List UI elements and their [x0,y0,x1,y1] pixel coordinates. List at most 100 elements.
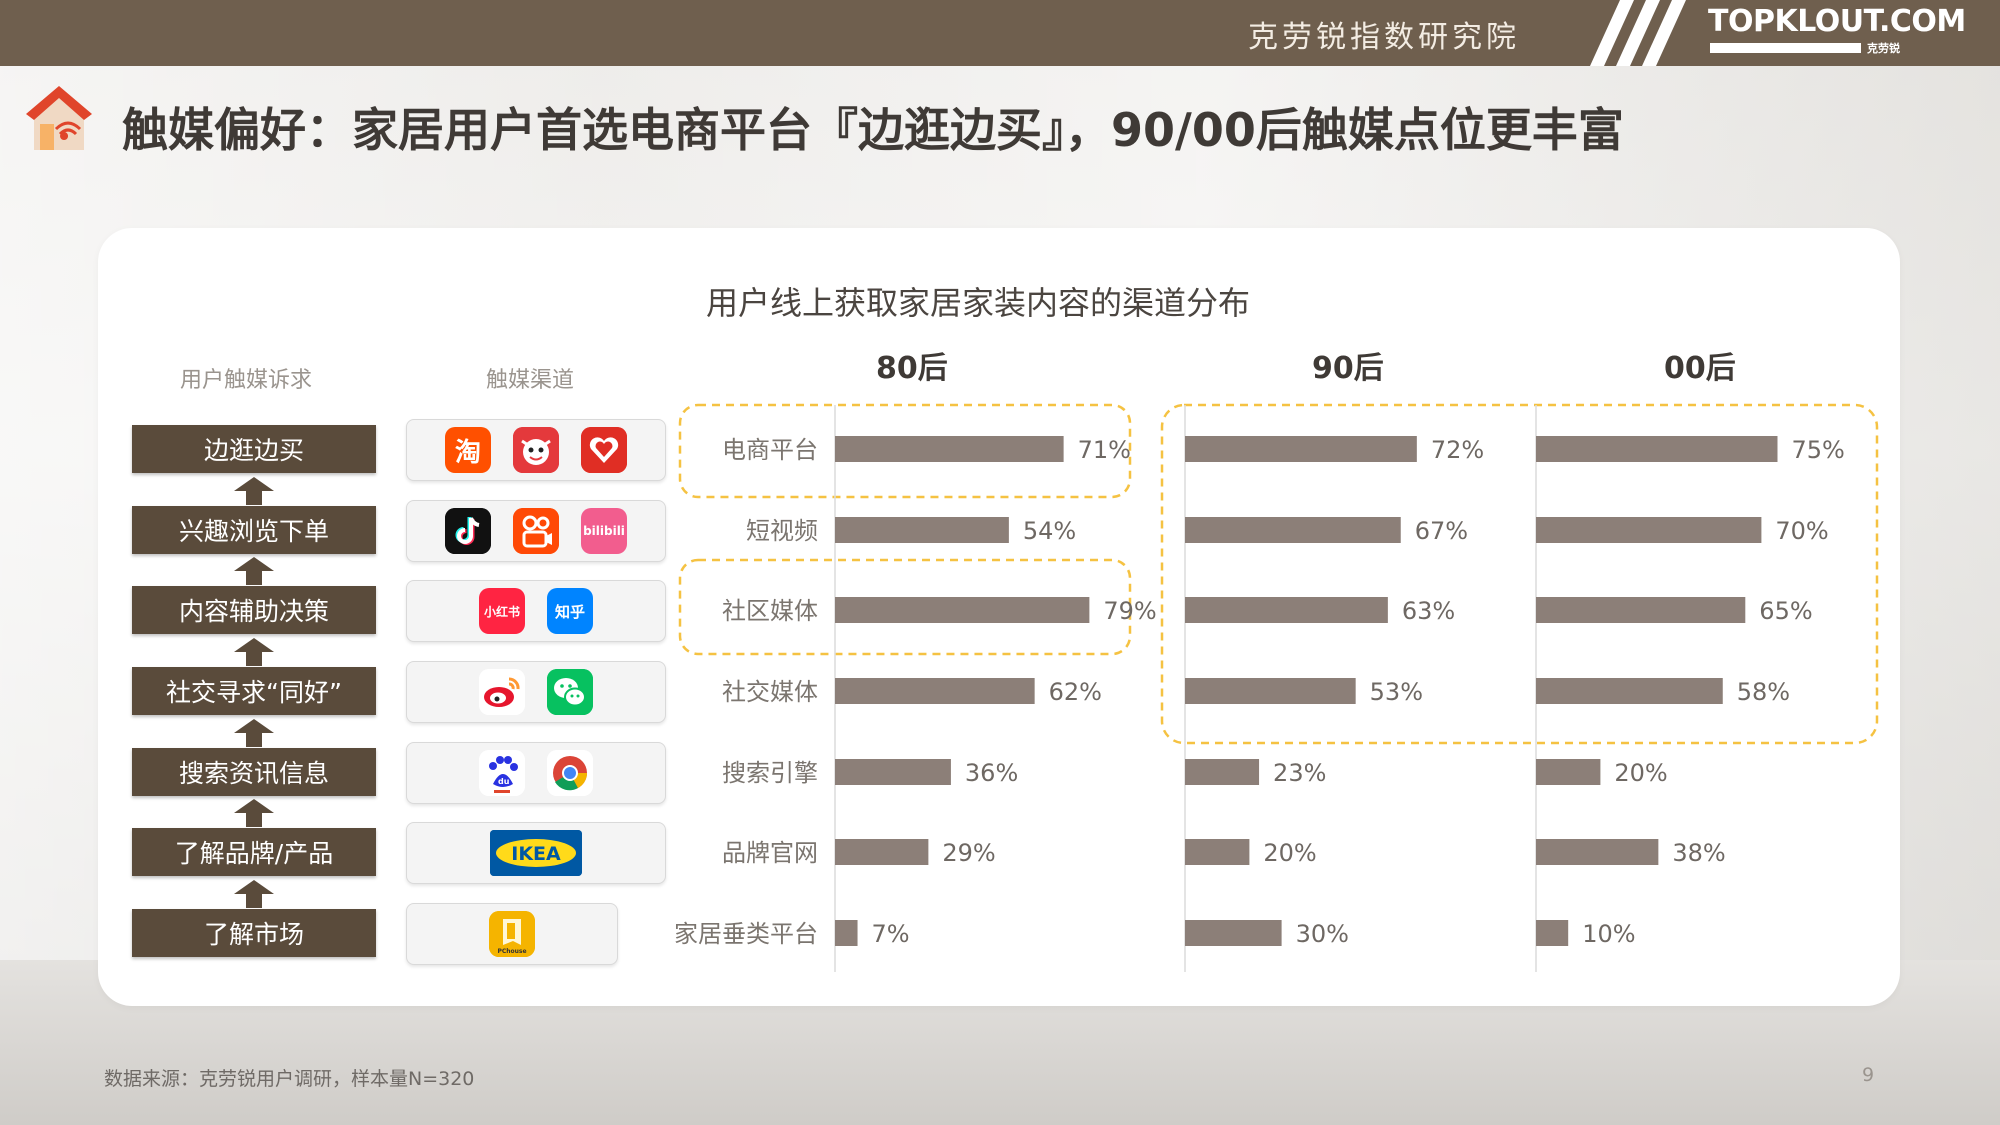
logo-sub-bar [1710,43,1861,53]
svg-text:PChouse: PChouse [497,948,526,955]
bar [1185,517,1401,543]
data-label: 36% [965,759,1018,787]
bar [1536,759,1601,785]
need-box: 边逛边买 [132,425,376,473]
ikea-icon: IKEA [490,830,582,876]
data-label: 10% [1582,920,1635,948]
data-label: 70% [1775,517,1828,545]
bar [1536,436,1778,462]
bar [835,759,951,785]
up-arrow-icon [234,557,274,585]
data-label: 23% [1273,759,1326,787]
page-title: 触媒偏好：家居用户首选电商平台『边逛边买』，90/00后触媒点位更丰富 [122,103,1624,157]
data-label: 7% [872,920,910,948]
douyin-icon [445,508,491,554]
data-label: 67% [1415,517,1468,545]
highlight-box-80-community [678,558,1132,656]
pinduoduo-icon [581,427,627,473]
brand-name: 克劳锐指数研究院 [1248,20,1520,55]
data-label: 30% [1296,920,1349,948]
series-head-00: 00后 [1664,351,1736,386]
wechat-icon [547,669,593,715]
bar [835,597,1090,623]
data-label: 58% [1737,678,1790,706]
need-box: 了解品牌/产品 [132,828,376,876]
bar [835,517,1009,543]
bar [1536,920,1569,946]
bar [1185,839,1250,865]
baidu-icon: du [479,750,525,796]
svg-text:IKEA: IKEA [511,843,561,865]
header-bar: 克劳锐指数研究院 TOPKLOUT.COM 克劳锐 [0,0,2000,66]
up-arrow-icon [234,799,274,827]
kuaishou-icon [513,508,559,554]
up-arrow-icon [234,719,274,747]
logo-sub-text: 克劳锐 [1867,42,1900,55]
zhihu-icon: 知乎 [547,588,593,634]
category-label: 短视频 [746,517,818,545]
stripes-decoration [1590,0,1686,66]
bar [835,436,1064,462]
need-box: 搜索资讯信息 [132,748,376,796]
data-label: 79% [1103,597,1156,625]
category-label: 搜索引擎 [722,759,818,787]
chrome-icon [547,750,593,796]
page-number: 9 [1862,1064,1875,1086]
need-box: 社交寻求“同好” [132,667,376,715]
bar [835,920,858,946]
bar [835,839,929,865]
data-label: 20% [1263,839,1316,867]
bar [1185,678,1356,704]
bar [1536,517,1762,543]
channel-box: 淘 [406,419,666,481]
series-head-80: 80后 [876,351,948,386]
taobao-icon: 淘 [445,427,491,473]
highlight-box-80-ecommerce [678,403,1132,499]
data-label: 29% [942,839,995,867]
channel-box: bilibili [406,500,666,562]
need-box: 内容辅助决策 [132,586,376,634]
category-label: 电商平台 [722,436,818,464]
topklout-logo: TOPKLOUT.COM [1708,4,1966,39]
bar [1185,436,1417,462]
jd-icon [513,427,559,473]
data-label: 20% [1614,759,1667,787]
needs-header: 用户触媒诉求 [180,368,313,393]
up-arrow-icon [234,638,274,666]
channel-box: du [406,742,666,804]
bilibili-icon: bilibili [581,508,627,554]
category-label: 家居垂类平台 [674,920,818,948]
svg-text:du: du [498,777,510,786]
category-label: 社区媒体 [722,597,818,625]
bar [1185,597,1388,623]
bar [1536,678,1723,704]
xiaohongshu-icon: 小红书 [479,588,525,634]
data-label: 65% [1759,597,1812,625]
bar [835,678,1035,704]
up-arrow-icon [234,477,274,505]
need-box: 兴趣浏览下单 [132,506,376,554]
channel-box [406,661,666,723]
category-label: 品牌官网 [722,839,818,867]
data-label: 71% [1078,436,1131,464]
data-source: 数据来源：克劳锐用户调研，样本量N=320 [104,1068,475,1090]
up-arrow-icon [234,880,274,908]
channel-box: PChouse [406,903,618,965]
bar [1185,759,1260,785]
channel-box: 小红书 知乎 [406,580,666,642]
data-label: 75% [1792,436,1845,464]
channels-header: 触媒渠道 [486,368,575,393]
data-label: 38% [1672,839,1725,867]
bar [1536,597,1746,623]
logo-subline: 克劳锐 [1710,42,1900,55]
need-box: 了解市场 [132,909,376,957]
data-label: 62% [1049,678,1102,706]
data-label: 63% [1402,597,1455,625]
data-label: 53% [1370,678,1423,706]
channel-box: IKEA [406,822,666,884]
data-label: 54% [1023,517,1076,545]
chart-title: 用户线上获取家居家装内容的渠道分布 [706,284,1251,322]
weibo-icon [479,669,525,715]
bar [1185,920,1282,946]
